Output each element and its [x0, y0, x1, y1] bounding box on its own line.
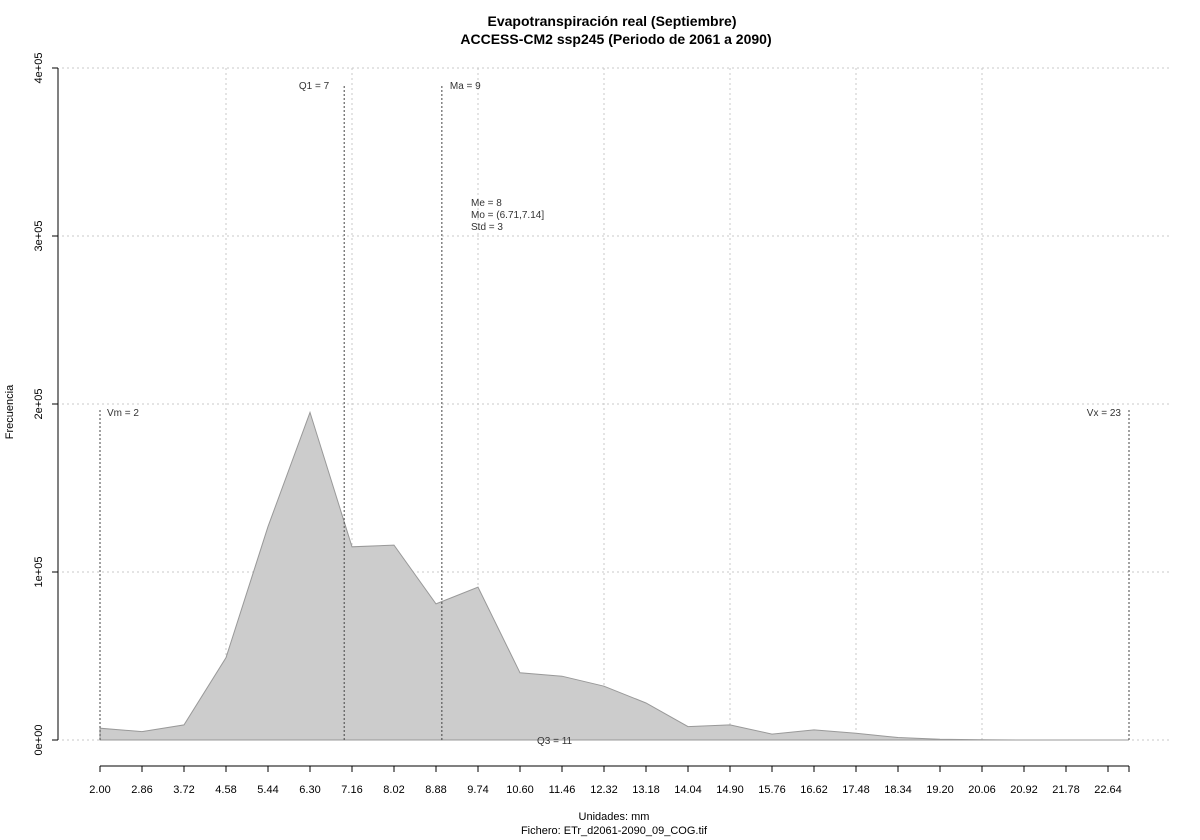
- x-tick-label: 2.86: [131, 784, 152, 796]
- x-tick-label: 20.92: [1010, 784, 1038, 796]
- y-tick-label: 0e+00: [33, 725, 45, 756]
- marker-lines: Vm = 2 Q1 = 7 Ma = 9 Q3 = 11 Vx = 23: [99, 81, 1130, 747]
- x-tick-label: 19.20: [926, 784, 954, 796]
- x-tick-label: 17.48: [842, 784, 870, 796]
- x-tick-label: 2.00: [89, 784, 110, 796]
- marker-label: Vx = 23: [1087, 408, 1122, 419]
- x-tick-label: 14.90: [716, 784, 744, 796]
- y-tick-label: 2e+05: [33, 389, 45, 420]
- x-tick-label: 5.44: [257, 784, 278, 796]
- footer-filename: Fichero: ETr_d2061-2090_09_COG.tif: [521, 825, 708, 837]
- x-tick-label: 12.32: [590, 784, 618, 796]
- x-tick-label: 8.02: [383, 784, 404, 796]
- x-tick-label: 8.88: [425, 784, 446, 796]
- x-axis-label: Unidades: mm: [579, 811, 650, 823]
- marker-label: Q1 = 7: [299, 81, 330, 92]
- grid: [62, 67, 1170, 742]
- x-tick-label: 13.18: [632, 784, 660, 796]
- x-tick-label: 3.72: [173, 784, 194, 796]
- x-tick-label: 20.06: [968, 784, 996, 796]
- y-axis-label: Frecuencia: [4, 384, 16, 439]
- x-tick-label: 22.64: [1094, 784, 1122, 796]
- chart-subtitle: ACCESS-CM2 ssp245 (Periodo de 2061 a 209…: [460, 31, 771, 47]
- stat-median: Me = 8: [471, 198, 502, 209]
- stat-mode: Mo = (6.71,7.14]: [471, 210, 544, 221]
- x-tick-label: 14.04: [674, 784, 702, 796]
- x-tick-label: 6.30: [299, 784, 320, 796]
- axes: 0e+00 1e+05 2e+05 3e+05 4e+05 2.00 2.86 3.72 4.5…: [33, 53, 1130, 796]
- x-tick-label: 21.78: [1052, 784, 1080, 796]
- x-tick-label: 15.76: [758, 784, 786, 796]
- x-tick-label: 7.16: [341, 784, 362, 796]
- y-tick-label: 3e+05: [33, 221, 45, 252]
- marker-label: Q3 = 11: [537, 736, 573, 747]
- x-tick-label: 4.58: [215, 784, 236, 796]
- x-tick-label: 11.46: [549, 784, 576, 796]
- x-tick-label: 10.60: [506, 784, 534, 796]
- stat-std: Std = 3: [471, 222, 503, 233]
- x-tick-label: 16.62: [800, 784, 828, 796]
- y-tick-label: 4e+05: [33, 53, 45, 84]
- y-tick-label: 1e+05: [33, 557, 45, 588]
- chart-title: Evapotranspiración real (Septiembre): [488, 13, 737, 29]
- marker-label: Vm = 2: [107, 408, 139, 419]
- frequency-area: [99, 410, 1129, 741]
- marker-label: Ma = 9: [450, 81, 481, 92]
- area-series: [99, 410, 1129, 741]
- x-tick-label: 9.74: [467, 784, 488, 796]
- x-tick-label: 18.34: [884, 784, 912, 796]
